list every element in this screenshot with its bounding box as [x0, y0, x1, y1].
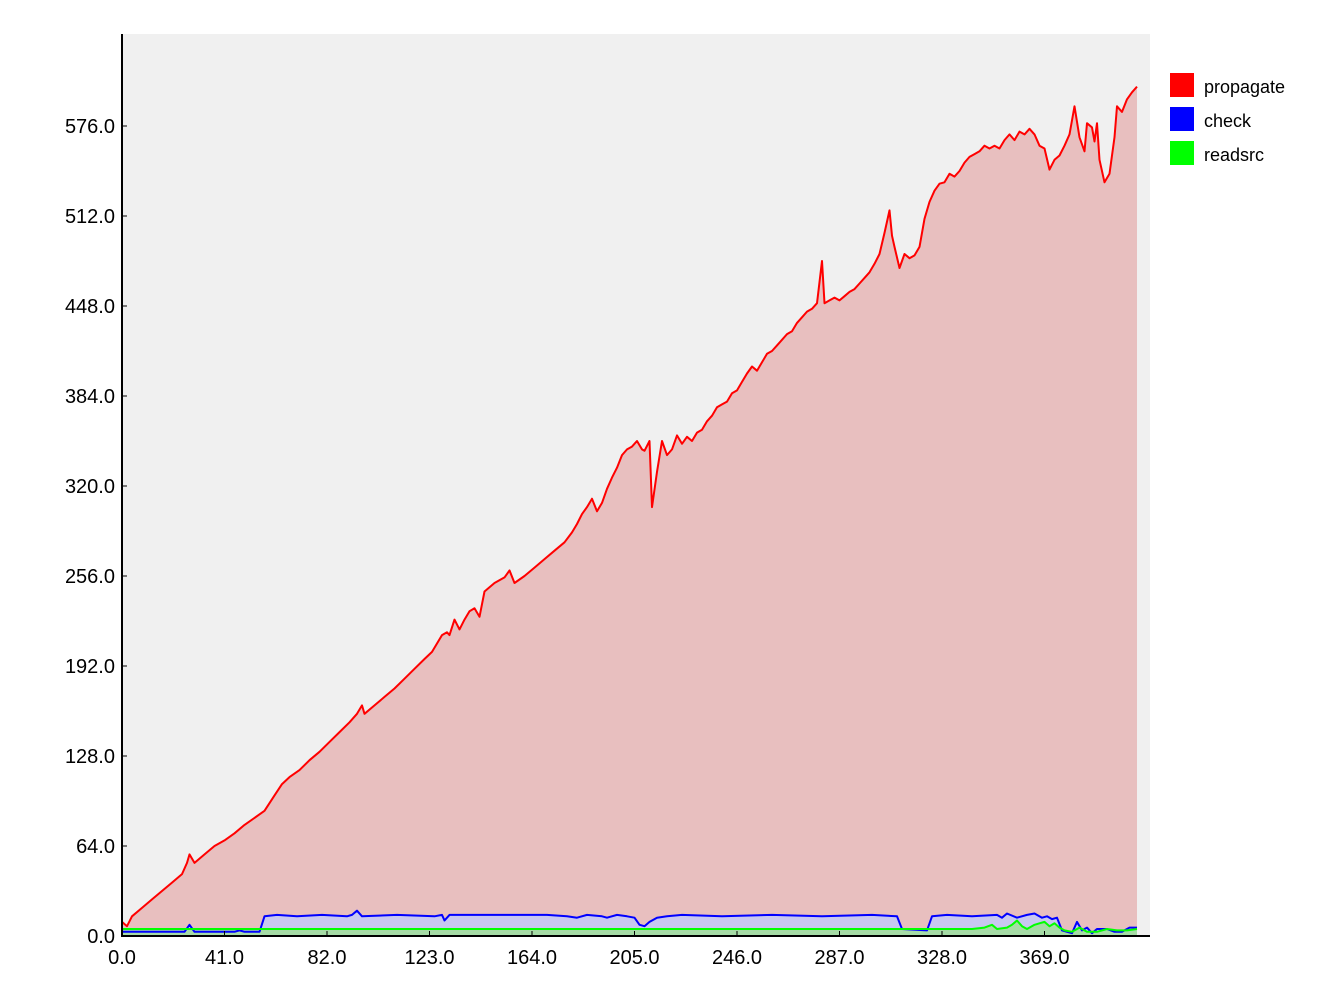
y-axis-ticks: 0.0 64.0 128.0 192.0 256.0 320.0 384.0 448.0 512…	[65, 116, 127, 948]
series-area-readsrc	[122, 920, 1137, 936]
x-tick-label: 0.0	[108, 947, 136, 969]
y-tick-label: 256.0	[65, 566, 115, 588]
series-lines	[121, 85, 1138, 935]
x-tick-label: 205.0	[609, 947, 659, 969]
legend: propagate check readsrc	[1170, 73, 1285, 165]
y-tick-label: 448.0	[65, 296, 115, 318]
legend-swatch-check	[1170, 107, 1194, 131]
legend-label-propagate: propagate	[1204, 77, 1285, 97]
y-tick-label: 384.0	[65, 386, 115, 408]
y-tick-label: 192.0	[65, 656, 115, 678]
x-tick-label: 287.0	[814, 947, 864, 969]
series-area-propagate	[122, 86, 1137, 937]
legend-label-check: check	[1204, 111, 1252, 131]
x-tick-label: 82.0	[308, 947, 347, 969]
y-tick-label: 128.0	[65, 746, 115, 768]
y-tick-label: 64.0	[76, 836, 115, 858]
x-axis-ticks: 0.0 41.0 82.0 123.0 164.0 205.0 246.0 287.0 328.…	[108, 931, 1070, 969]
x-tick-label: 123.0	[404, 947, 454, 969]
y-tick-label: 320.0	[65, 476, 115, 498]
series-line-readsrc	[122, 919, 1138, 933]
y-tick-label: 0.0	[87, 926, 115, 948]
legend-label-readsrc: readsrc	[1204, 145, 1264, 165]
series-line-propagate	[121, 85, 1138, 928]
x-tick-label: 328.0	[917, 947, 967, 969]
y-tick-label: 576.0	[65, 116, 115, 138]
x-tick-label: 369.0	[1019, 947, 1069, 969]
x-tick-label: 246.0	[712, 947, 762, 969]
x-tick-label: 41.0	[205, 947, 244, 969]
y-tick-label: 512.0	[65, 206, 115, 228]
legend-swatch-readsrc	[1170, 141, 1194, 165]
legend-swatch-propagate	[1170, 73, 1194, 97]
x-tick-label: 164.0	[507, 947, 557, 969]
